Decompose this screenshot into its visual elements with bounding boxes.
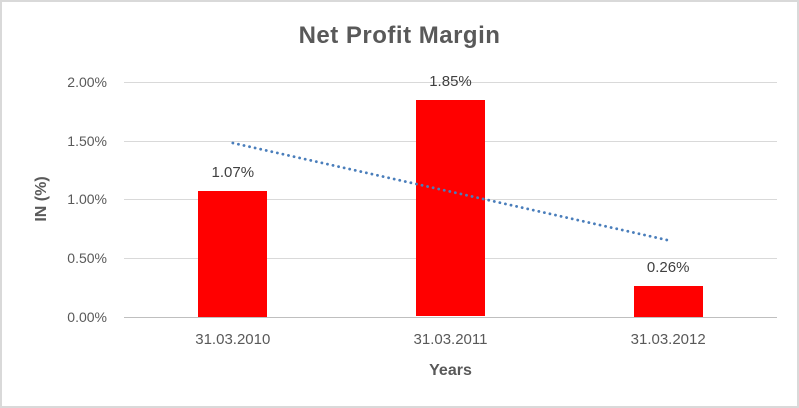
- x-tick-label: 31.03.2011: [413, 331, 488, 348]
- gridline: [124, 82, 777, 83]
- chart-title: Net Profit Margin: [298, 22, 501, 49]
- bar: [416, 99, 485, 317]
- y-tick-label: 2.00%: [67, 74, 107, 90]
- data-label: 0.26%: [646, 259, 690, 276]
- x-axis-title: Years: [429, 362, 472, 379]
- bar: [633, 286, 703, 317]
- y-tick-label: 0.00%: [67, 308, 107, 325]
- y-tick-label: 0.50%: [67, 249, 107, 266]
- data-label: 1.85%: [429, 72, 472, 90]
- x-axis-line: [124, 316, 777, 318]
- bar: [198, 191, 268, 317]
- y-tick-label: 1.50%: [67, 132, 107, 149]
- data-label: 1.07%: [211, 164, 255, 181]
- y-tick-label: 1.00%: [67, 191, 107, 208]
- y-axis-title: IN (%): [33, 176, 50, 222]
- x-tick-label: 31.03.2012: [630, 331, 706, 348]
- x-tick-label: 31.03.2010: [195, 331, 271, 348]
